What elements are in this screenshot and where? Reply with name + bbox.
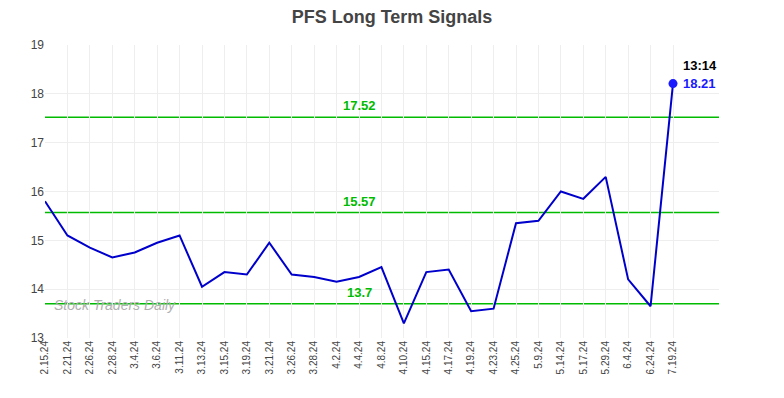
svg-text:13.7: 13.7 — [347, 285, 372, 300]
svg-text:3.13.24: 3.13.24 — [196, 341, 207, 375]
svg-text:3.19.24: 3.19.24 — [241, 341, 252, 375]
svg-text:7.19.24: 7.19.24 — [667, 341, 678, 375]
svg-text:15.57: 15.57 — [343, 194, 376, 209]
svg-text:15: 15 — [31, 234, 45, 248]
svg-text:18: 18 — [31, 87, 45, 101]
svg-text:6.4.24: 6.4.24 — [622, 341, 633, 369]
svg-text:14: 14 — [31, 282, 45, 296]
svg-text:4.4.24: 4.4.24 — [353, 341, 364, 369]
svg-text:3.6.24: 3.6.24 — [151, 341, 162, 369]
svg-text:3.4.24: 3.4.24 — [129, 341, 140, 369]
svg-text:4.25.24: 4.25.24 — [510, 341, 521, 375]
svg-text:2.21.24: 2.21.24 — [62, 341, 73, 375]
svg-text:4.23.24: 4.23.24 — [488, 341, 499, 375]
svg-text:5.17.24: 5.17.24 — [578, 341, 589, 375]
svg-text:19: 19 — [31, 38, 45, 52]
svg-text:4.2.24: 4.2.24 — [331, 341, 342, 369]
svg-text:2.26.24: 2.26.24 — [84, 341, 95, 375]
svg-text:Stock Traders Daily: Stock Traders Daily — [54, 297, 176, 313]
svg-text:18.21: 18.21 — [683, 76, 716, 91]
svg-text:5.14.24: 5.14.24 — [555, 341, 566, 375]
svg-text:17.52: 17.52 — [343, 98, 376, 113]
svg-text:16: 16 — [31, 185, 45, 199]
svg-text:17: 17 — [31, 136, 45, 150]
svg-text:4.8.24: 4.8.24 — [376, 341, 387, 369]
svg-text:13: 13 — [31, 331, 45, 345]
svg-text:6.24.24: 6.24.24 — [645, 341, 656, 375]
svg-text:4.15.24: 4.15.24 — [421, 341, 432, 375]
svg-text:2.15.24: 2.15.24 — [39, 341, 50, 375]
svg-text:5.9.24: 5.9.24 — [533, 341, 544, 369]
svg-text:3.15.24: 3.15.24 — [219, 341, 230, 375]
svg-text:4.19.24: 4.19.24 — [465, 341, 476, 375]
svg-text:PFS Long Term Signals: PFS Long Term Signals — [292, 7, 493, 27]
svg-text:4.10.24: 4.10.24 — [398, 341, 409, 375]
svg-text:5.29.24: 5.29.24 — [600, 341, 611, 375]
svg-text:3.21.24: 3.21.24 — [264, 341, 275, 375]
svg-text:4.17.24: 4.17.24 — [443, 341, 454, 375]
svg-text:2.28.24: 2.28.24 — [107, 341, 118, 375]
svg-text:13:14: 13:14 — [683, 58, 717, 73]
svg-text:3.28.24: 3.28.24 — [308, 341, 319, 375]
svg-text:3.26.24: 3.26.24 — [286, 341, 297, 375]
svg-text:3.11.24: 3.11.24 — [174, 341, 185, 374]
